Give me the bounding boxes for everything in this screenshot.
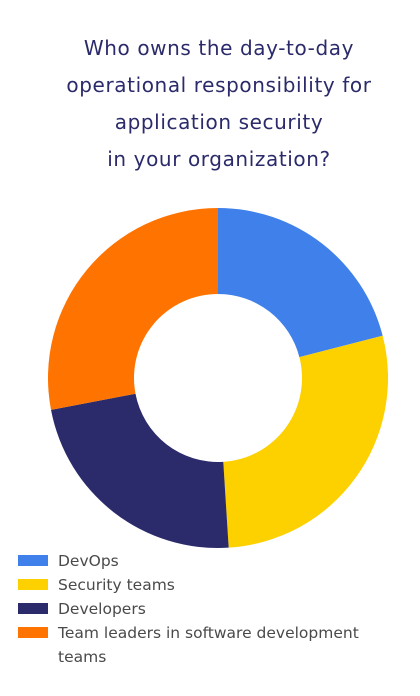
legend-item: Security teams <box>18 573 398 597</box>
legend-label: Security teams <box>58 576 175 594</box>
title-line: Who owns the day-to-day <box>83 36 355 60</box>
legend-swatch <box>18 627 48 638</box>
legend-item: Developers <box>18 597 398 621</box>
legend-label: Team leaders in software development tea… <box>58 624 359 666</box>
legend-swatch <box>18 579 48 590</box>
legend: DevOps Security teams Developers Team leade… <box>18 549 398 669</box>
title-line: application security <box>114 110 324 134</box>
chart-title: Who owns the day-to-day operational respo… <box>20 30 418 178</box>
donut-segment <box>47 208 218 410</box>
legend-swatch <box>18 603 48 614</box>
donut-segment <box>51 393 229 548</box>
legend-label: DevOps <box>58 552 119 570</box>
donut-segment <box>223 335 389 548</box>
title-line: operational responsibility for <box>66 73 372 97</box>
donut-segment <box>218 208 383 358</box>
legend-swatch <box>18 555 48 566</box>
legend-label: Developers <box>58 600 146 618</box>
legend-item: DevOps <box>18 549 398 573</box>
legend-item: Team leaders in software development tea… <box>18 621 398 669</box>
title-line: in your organization? <box>107 147 331 171</box>
